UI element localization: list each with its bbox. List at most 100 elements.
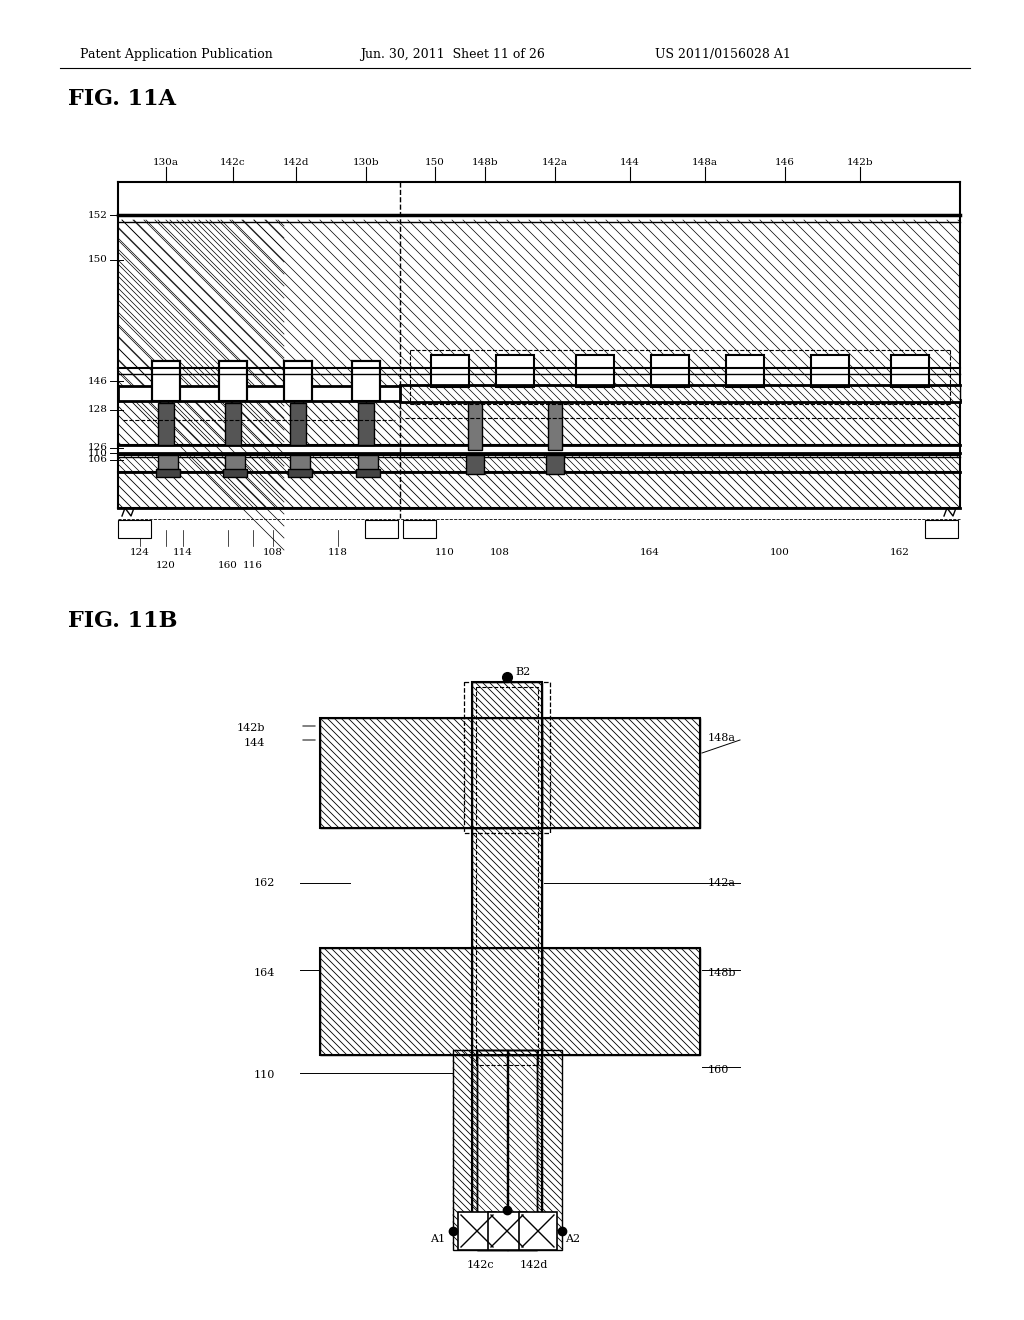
Text: 150: 150: [425, 158, 445, 168]
Text: 128: 128: [88, 405, 108, 414]
Bar: [158, 455, 178, 473]
Text: 126: 126: [88, 444, 108, 453]
Text: US 2011/0156028 A1: US 2011/0156028 A1: [655, 48, 791, 61]
Text: 146: 146: [88, 376, 108, 385]
Bar: [507, 1049, 562, 1250]
Text: 146: 146: [775, 158, 795, 168]
Bar: [472, 718, 542, 828]
Bar: [651, 355, 689, 387]
Text: 130a: 130a: [153, 158, 179, 168]
Text: FIG. 11A: FIG. 11A: [68, 88, 176, 110]
Text: 148a: 148a: [692, 158, 718, 168]
Bar: [358, 455, 378, 473]
Bar: [288, 469, 312, 477]
Text: 114: 114: [173, 548, 193, 557]
Bar: [472, 948, 542, 1055]
Bar: [472, 682, 542, 1245]
Bar: [356, 469, 380, 477]
Bar: [319, 718, 700, 828]
Bar: [472, 948, 542, 1055]
Text: 142d: 142d: [520, 1261, 548, 1270]
Bar: [220, 362, 246, 385]
Bar: [453, 1049, 508, 1250]
Text: 118: 118: [328, 548, 348, 557]
Bar: [319, 718, 700, 828]
Text: 142b: 142b: [847, 158, 873, 168]
Bar: [225, 403, 241, 445]
Text: B1: B1: [412, 521, 427, 532]
Bar: [812, 356, 848, 385]
Bar: [496, 355, 534, 387]
Text: 148a: 148a: [708, 733, 736, 743]
Bar: [319, 948, 700, 1055]
Text: 160: 160: [708, 1065, 729, 1074]
Bar: [319, 948, 700, 1055]
Bar: [431, 355, 469, 387]
Text: 142c: 142c: [466, 1261, 494, 1270]
Text: 142a: 142a: [542, 158, 568, 168]
Text: 124: 124: [130, 548, 150, 557]
Text: 162: 162: [254, 878, 275, 888]
Text: A2: A2: [565, 1234, 581, 1243]
Bar: [223, 469, 247, 477]
Bar: [488, 1212, 526, 1250]
Bar: [472, 718, 542, 828]
Text: B2: B2: [933, 521, 948, 532]
Bar: [652, 356, 688, 385]
Text: 162: 162: [890, 548, 910, 557]
Bar: [507, 1049, 562, 1250]
Bar: [118, 220, 961, 385]
Bar: [290, 403, 306, 445]
Text: 164: 164: [254, 968, 275, 978]
Text: 148b: 148b: [472, 158, 499, 168]
Text: 108: 108: [263, 548, 283, 557]
Text: 152: 152: [88, 210, 108, 219]
Text: A2: A2: [374, 521, 388, 532]
Text: 142d: 142d: [283, 158, 309, 168]
Bar: [546, 455, 564, 474]
Bar: [319, 718, 700, 828]
Text: 164: 164: [640, 548, 659, 557]
Bar: [891, 355, 929, 387]
Bar: [477, 1049, 537, 1250]
Text: 144: 144: [621, 158, 640, 168]
Bar: [458, 1212, 496, 1250]
Bar: [285, 362, 311, 385]
Bar: [290, 455, 310, 473]
Bar: [477, 1049, 537, 1250]
Bar: [365, 520, 398, 539]
Bar: [319, 948, 700, 1055]
Text: A1: A1: [430, 1234, 445, 1243]
Bar: [892, 356, 928, 385]
Bar: [118, 520, 151, 539]
Bar: [219, 360, 247, 401]
Text: 142b: 142b: [237, 723, 265, 733]
Text: 160: 160: [218, 561, 238, 570]
Bar: [158, 403, 174, 445]
Bar: [453, 1049, 508, 1250]
Text: FIG. 11B: FIG. 11B: [68, 610, 177, 632]
Text: 148b: 148b: [708, 968, 736, 978]
Text: Jun. 30, 2011  Sheet 11 of 26: Jun. 30, 2011 Sheet 11 of 26: [360, 48, 545, 61]
Bar: [118, 385, 400, 401]
Bar: [403, 520, 436, 539]
Bar: [472, 682, 542, 1245]
Text: B1: B1: [500, 1217, 515, 1228]
Text: 110: 110: [435, 548, 455, 557]
Text: 120: 120: [156, 561, 176, 570]
Bar: [477, 1049, 537, 1250]
Bar: [156, 469, 180, 477]
Text: 144: 144: [244, 738, 265, 748]
Text: 108: 108: [490, 548, 510, 557]
Text: 116: 116: [243, 561, 263, 570]
Bar: [284, 360, 312, 401]
Bar: [548, 400, 562, 450]
Text: A1: A1: [126, 521, 141, 532]
Bar: [519, 1212, 557, 1250]
Text: 142c: 142c: [220, 158, 246, 168]
Bar: [466, 455, 484, 474]
Bar: [432, 356, 468, 385]
Text: 130b: 130b: [352, 158, 379, 168]
Bar: [153, 362, 179, 385]
Bar: [925, 520, 958, 539]
